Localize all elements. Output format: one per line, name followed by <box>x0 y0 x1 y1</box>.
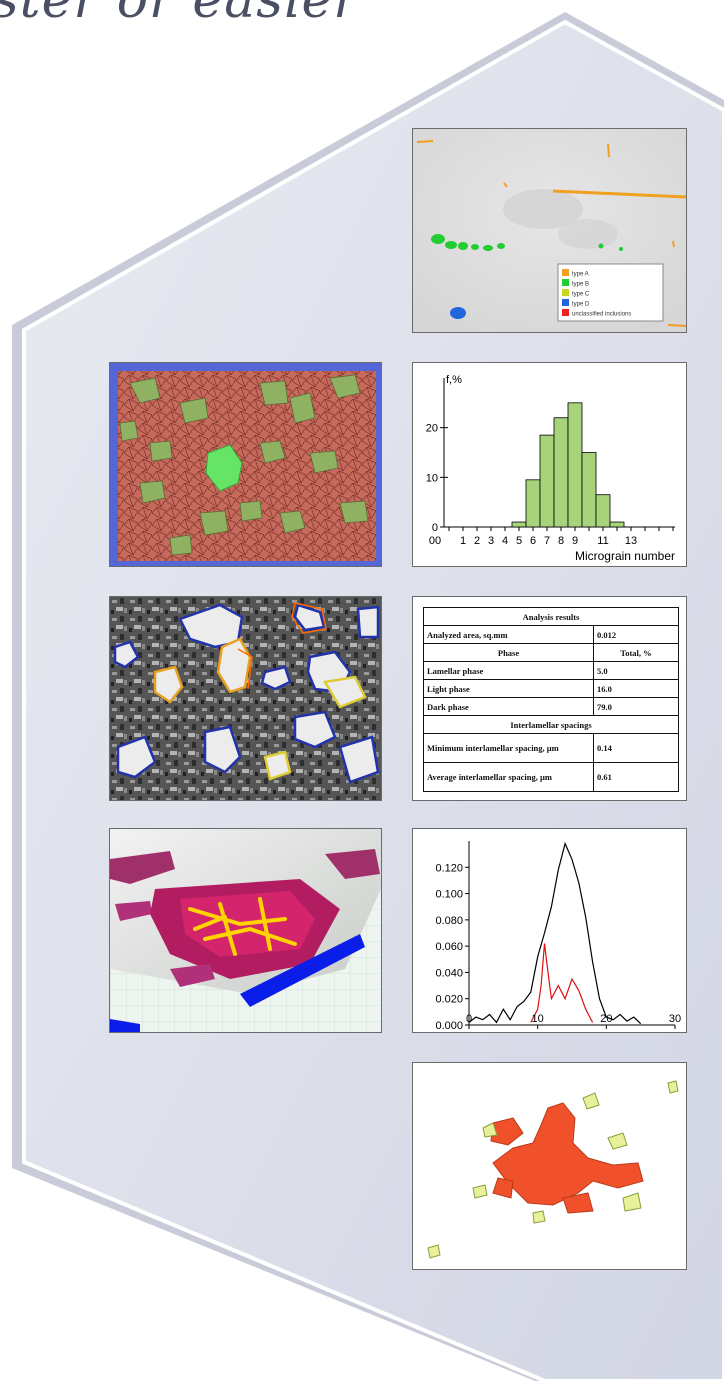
grain-region <box>169 534 193 556</box>
x-tick-label: 10 <box>531 1013 544 1025</box>
inclusions-micrograph: type A type B type C type D unclassified inc… <box>413 129 686 332</box>
table-row-label: Lamellar phase <box>423 661 594 680</box>
surface-3d-image <box>109 828 382 1033</box>
grain-region <box>339 500 369 524</box>
y-tick-label: 20 <box>426 423 438 435</box>
histogram-bar <box>553 417 569 528</box>
y-tick-label: 10 <box>426 472 438 484</box>
x-tick-label: 0 <box>465 1013 473 1025</box>
grain-region <box>149 440 173 462</box>
x-tick-label: 7 <box>544 535 550 547</box>
y-axis-label: f,% <box>446 374 462 386</box>
particle-3d-render <box>413 1063 686 1269</box>
x-tick-label: 3 <box>488 535 494 547</box>
table-row-label: Light phase <box>423 679 594 698</box>
analyzed-area-value: 0.012 <box>593 625 679 644</box>
grain-region <box>259 380 289 406</box>
table-row-label: Average interlamellar spacing, µm <box>423 762 594 792</box>
grain-region <box>179 397 209 424</box>
grain-region <box>279 510 306 534</box>
y-tick-label: 0.120 <box>435 862 463 874</box>
table-row-label: Dark phase <box>423 697 594 716</box>
analysis-results-panel: Analysis results Analyzed area, sq.mm 0.0… <box>412 596 687 801</box>
grain-region <box>289 392 316 424</box>
x-tick-label: 20 <box>600 1013 613 1025</box>
pearlite-image <box>109 596 382 801</box>
grain-region <box>309 450 339 474</box>
y-tick-label: 0.000 <box>435 1020 463 1032</box>
legend-swatch <box>562 299 569 306</box>
analyzed-area-label: Analyzed area, sq.mm <box>423 625 594 644</box>
histogram-bar <box>525 479 541 528</box>
results-title: Analysis results <box>423 607 679 626</box>
y-tick-label: 0.020 <box>435 994 463 1006</box>
y-tick-label: 0.060 <box>435 941 463 953</box>
x-tick-label: 9 <box>572 535 578 547</box>
legend-swatch <box>562 289 569 296</box>
inclusions-image: type A type B type C type D unclassified inc… <box>412 128 687 333</box>
series-line-red <box>530 943 594 1023</box>
x-tick-label: 30 <box>668 1013 682 1025</box>
y-tick-label: 0.080 <box>435 915 463 927</box>
x-tick-label: 00 <box>429 535 441 547</box>
y-tick-label: 0 <box>432 522 438 534</box>
legend-item: type A <box>572 272 589 278</box>
table-row-value: 0.61 <box>593 762 679 792</box>
legend-item: type B <box>572 282 589 288</box>
histogram-bar <box>595 494 611 528</box>
x-axis-label: Micrograin number <box>575 549 675 563</box>
legend-item: type C <box>572 292 590 298</box>
histogram-bar <box>539 434 555 528</box>
y-tick-label: 0.100 <box>435 889 463 901</box>
legend-item: unclassified inclusions <box>572 312 631 318</box>
grain-region <box>329 374 361 399</box>
grain-region <box>239 500 263 522</box>
phase-header: Phase <box>423 643 594 662</box>
x-tick-label: 1 <box>460 535 466 547</box>
inclusions-legend: type A type B type C type D unclassified inc… <box>557 263 664 322</box>
table-row-value: 0.14 <box>593 733 679 763</box>
spacing-header: Interlamellar spacings <box>423 715 679 734</box>
histogram-bar <box>609 521 625 528</box>
table-row-label: Minimum interlamellar spacing, µm <box>423 733 594 763</box>
table-row-value: 5.0 <box>593 661 679 680</box>
legend-swatch <box>562 279 569 286</box>
legend-swatch <box>562 269 569 276</box>
x-tick-label: 11 <box>597 535 608 547</box>
total-header: Total, % <box>593 643 679 662</box>
histogram-bar <box>511 521 527 528</box>
grain-region <box>259 440 286 464</box>
x-tick-label: 8 <box>558 535 564 547</box>
particle-3d-image <box>412 1062 687 1270</box>
grain-map-image <box>109 362 382 567</box>
grain-region <box>119 420 139 442</box>
table-row-value: 16.0 <box>593 679 679 698</box>
legend-swatch <box>562 309 569 316</box>
analysis-results-table: Analysis results Analyzed area, sq.mm 0.0… <box>423 607 679 792</box>
x-tick-label: 6 <box>530 535 536 547</box>
profile-line-chart: 0.000 0.020 0.040 0.060 0.080 0.100 0.120 0 10 2… <box>412 828 687 1033</box>
x-tick-label: 2 <box>474 535 480 547</box>
table-row-value: 79.0 <box>593 697 679 716</box>
histogram-bar <box>581 452 597 528</box>
x-tick-label: 5 <box>516 535 522 547</box>
phase-micrograph <box>110 597 381 800</box>
y-tick-label: 0.040 <box>435 967 463 979</box>
grain-micrograph <box>110 363 381 566</box>
grain-region <box>139 480 166 504</box>
x-tick-label: 4 <box>502 535 508 547</box>
grain-region <box>129 377 161 404</box>
surface-3d-render <box>110 829 381 1032</box>
grain-region <box>199 510 229 536</box>
series-line-black <box>468 841 642 1025</box>
page-title: ster or easier <box>0 0 360 30</box>
histogram-bar <box>567 402 583 528</box>
micrograin-histogram: f,% 0 10 20 00 1 2 3 4 5 6 7 8 9 11 13 Micrograin num… <box>412 362 687 567</box>
legend-item: type D <box>572 302 590 308</box>
x-tick-label: 13 <box>625 535 637 547</box>
